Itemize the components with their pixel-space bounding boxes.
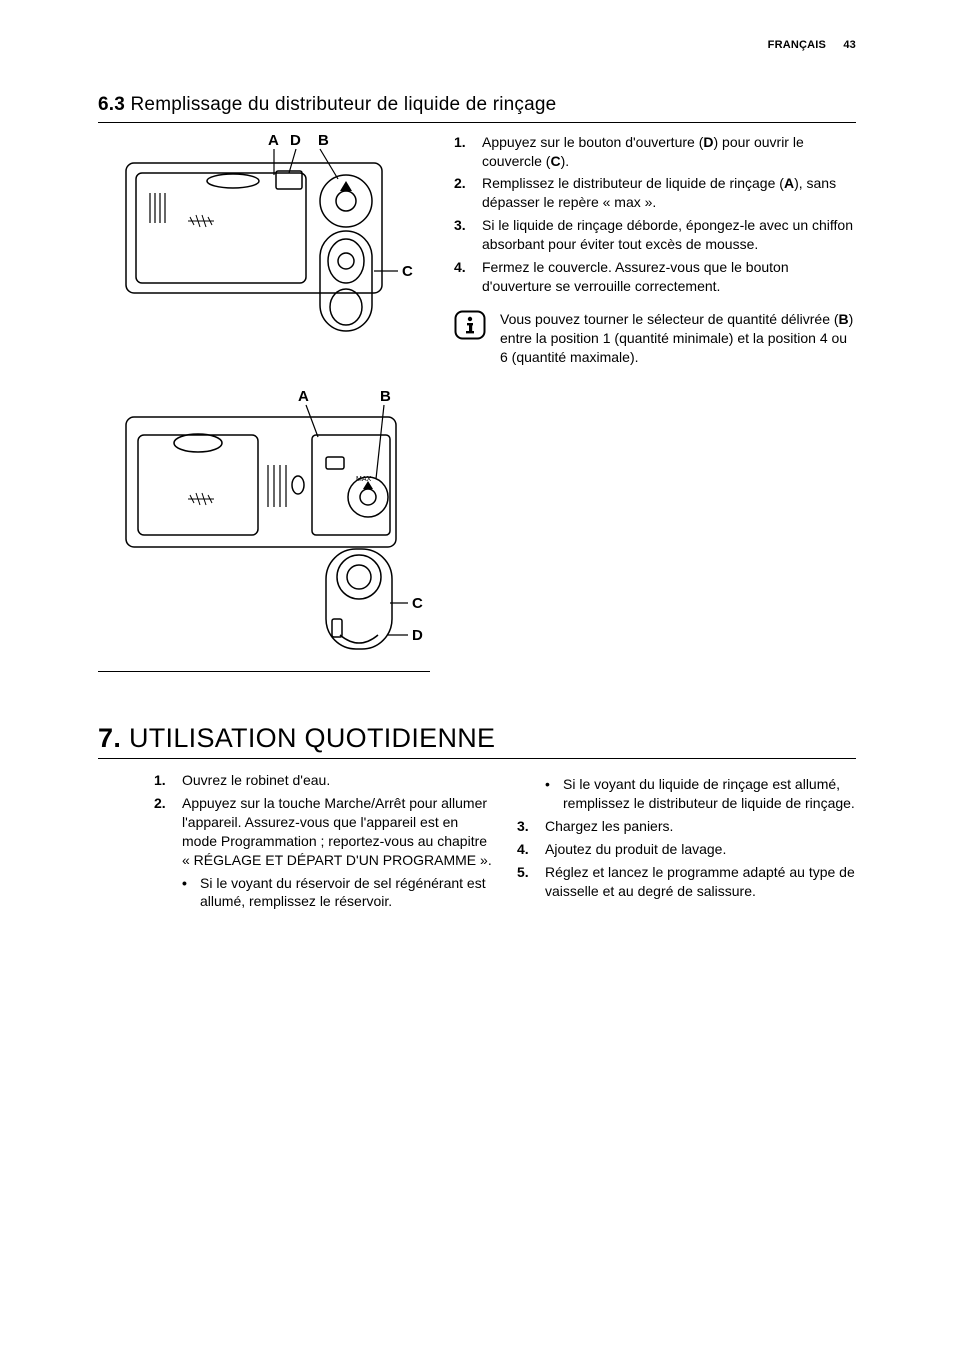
step-item: 4.Ajoutez du produit de lavage. (517, 840, 856, 859)
step-item: 2. Appuyez sur la touche Marche/Arrêt po… (154, 794, 493, 915)
header-page-number: 43 (843, 39, 856, 51)
step-item: 4.Fermez le couvercle. Assurez-vous que … (454, 258, 856, 296)
fig1-label-c: C (402, 263, 413, 280)
step-text: Réglez et lancez le programme adapté au … (545, 863, 856, 901)
dispenser-figure-1: A D B C (98, 131, 430, 381)
sub-bullets: •Si le voyant du liquide de rinçage est … (545, 775, 856, 813)
step-text: Appuyez sur le bouton d'ouverture (D) po… (482, 133, 856, 171)
section-6-3-steps: 1.Appuyez sur le bouton d'ouverture (D) … (454, 133, 856, 296)
step-item: 5.Réglez et lancez le programme adapté a… (517, 863, 856, 901)
step-item: 3.Si le liquide de rinçage déborde, épon… (454, 216, 856, 254)
section-6-3-heading: 6.3 Remplissage du distributeur de liqui… (98, 92, 856, 123)
step-item: 1.Ouvrez le robinet d'eau. (154, 771, 493, 790)
svg-text:MAX: MAX (356, 476, 372, 483)
section-6-3-title: Remplissage du distributeur de liquide d… (131, 94, 557, 115)
fig1-label-d: D (290, 132, 301, 149)
dispenser-figure-2: MAX A B C D (98, 387, 430, 659)
fig2-label-c: C (412, 595, 423, 612)
section-6-3-text: 1.Appuyez sur le bouton d'ouverture (D) … (454, 131, 856, 367)
step-text: Si le liquide de rinçage déborde, éponge… (482, 216, 856, 254)
section-6-3-body: A D B C (98, 131, 856, 672)
fig2-label-a: A (298, 388, 309, 405)
header-language: FRANÇAIS (768, 39, 826, 51)
section-6-3-number: 6.3 (98, 94, 125, 115)
step-item: 3.Chargez les paniers. (517, 817, 856, 836)
section-7-right-steps: 3.Chargez les paniers. 4.Ajoutez du prod… (517, 817, 856, 901)
sub-item: •Si le voyant du réservoir de sel régéné… (182, 874, 493, 912)
section-7-left-steps: 1.Ouvrez le robinet d'eau. 2. Appuyez su… (154, 771, 493, 915)
fig2-label-b: B (380, 388, 391, 405)
step-item: 2.Remplissez le distributeur de liquide … (454, 174, 856, 212)
step-text: Chargez les paniers. (545, 817, 856, 836)
info-icon (454, 310, 490, 345)
fig2-label-d: D (412, 627, 423, 644)
fig1-label-a: A (268, 132, 279, 149)
step-text: Ajoutez du produit de lavage. (545, 840, 856, 859)
info-note-text: Vous pouvez tourner le sélecteur de quan… (500, 310, 856, 367)
step-text: Ouvrez le robinet d'eau. (182, 771, 493, 790)
section-7-title: UTILISATION QUOTIDIENNE (129, 723, 495, 753)
fig1-label-b: B (318, 132, 329, 149)
figures-column: A D B C (98, 131, 430, 672)
step-text: Appuyez sur la touche Marche/Arrêt pour … (182, 794, 493, 915)
sub-bullets: •Si le voyant du réservoir de sel régéné… (182, 874, 493, 912)
info-note: Vous pouvez tourner le sélecteur de quan… (454, 310, 856, 367)
section-7-number: 7. (98, 723, 121, 753)
sub-item: •Si le voyant du liquide de rinçage est … (545, 775, 856, 813)
step-item: 1.Appuyez sur le bouton d'ouverture (D) … (454, 133, 856, 171)
section-7-left-column: 1.Ouvrez le robinet d'eau. 2. Appuyez su… (154, 771, 493, 919)
step-text: Fermez le couvercle. Assurez-vous que le… (482, 258, 856, 296)
section-7-heading: 7. UTILISATION QUOTIDIENNE (98, 720, 856, 759)
step-text: Remplissez le distributeur de liquide de… (482, 174, 856, 212)
section-7-right-column: •Si le voyant du liquide de rinçage est … (517, 771, 856, 904)
section-7-body: 1.Ouvrez le robinet d'eau. 2. Appuyez su… (98, 771, 856, 919)
page-header: FRANÇAIS 43 (768, 38, 856, 53)
